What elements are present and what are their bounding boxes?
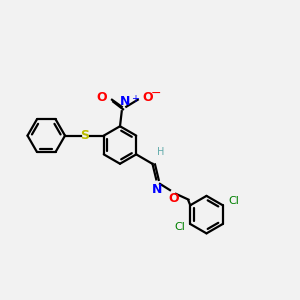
Text: +: +: [131, 94, 139, 104]
Text: H: H: [157, 147, 164, 157]
Text: O: O: [168, 192, 179, 205]
Text: S: S: [80, 129, 89, 142]
Text: −: −: [150, 87, 161, 100]
Text: O: O: [142, 91, 153, 104]
Text: N: N: [152, 183, 163, 196]
Text: Cl: Cl: [228, 196, 239, 206]
Text: Cl: Cl: [174, 221, 185, 232]
Text: N: N: [120, 95, 130, 108]
Text: O: O: [96, 91, 107, 104]
